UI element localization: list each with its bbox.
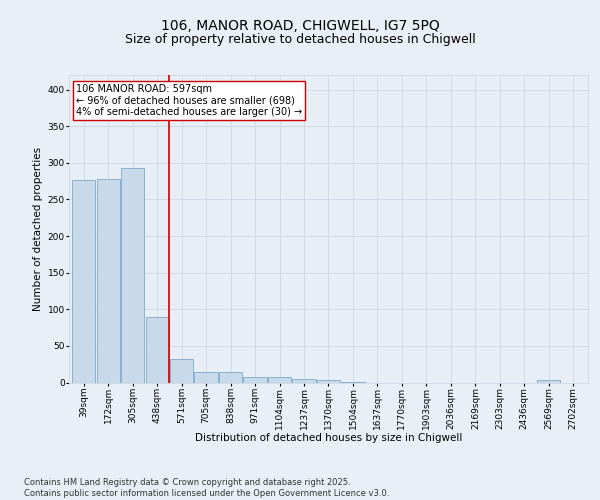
Bar [317,380,340,382]
Y-axis label: Number of detached properties: Number of detached properties [34,146,43,311]
Bar [146,318,169,382]
Bar [219,372,242,382]
Bar [292,379,316,382]
Bar [97,179,120,382]
Bar [537,380,560,382]
Bar [268,378,291,382]
Text: 106, MANOR ROAD, CHIGWELL, IG7 5PQ: 106, MANOR ROAD, CHIGWELL, IG7 5PQ [161,19,439,33]
Bar [244,376,266,382]
X-axis label: Distribution of detached houses by size in Chigwell: Distribution of detached houses by size … [195,433,462,443]
Bar [170,359,193,382]
Bar [72,180,95,382]
Bar [121,168,144,382]
Text: 106 MANOR ROAD: 597sqm
← 96% of detached houses are smaller (698)
4% of semi-det: 106 MANOR ROAD: 597sqm ← 96% of detached… [76,84,302,117]
Text: Contains HM Land Registry data © Crown copyright and database right 2025.
Contai: Contains HM Land Registry data © Crown c… [24,478,389,498]
Text: Size of property relative to detached houses in Chigwell: Size of property relative to detached ho… [125,32,475,46]
Bar [194,372,218,382]
